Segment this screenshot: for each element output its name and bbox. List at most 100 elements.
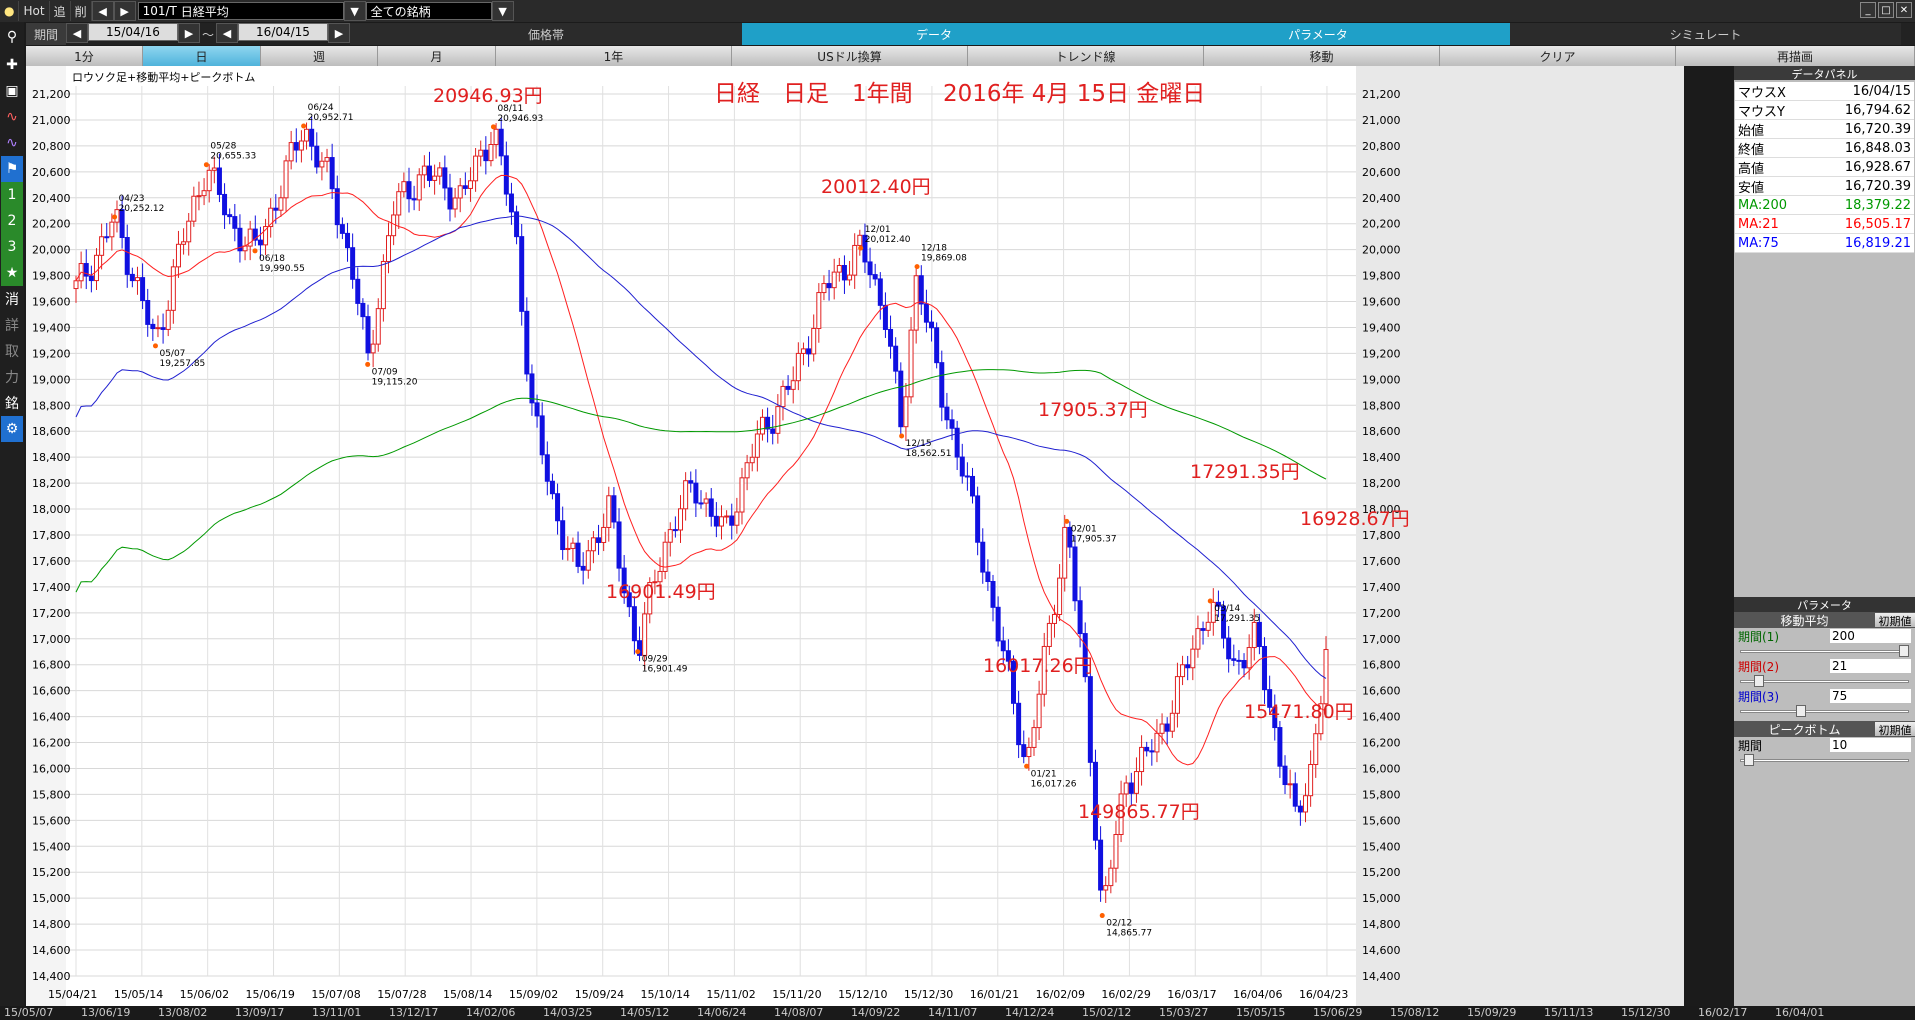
add-button[interactable]: 追 [50, 1, 71, 21]
price-callout: 16017.26円 [983, 655, 1093, 677]
candle-body [1190, 648, 1196, 669]
candle-body [508, 193, 514, 213]
trade-button[interactable]: 取 [5, 344, 19, 360]
tab-row-1: 期間 ◀ 15/04/16 ▶ ～ ◀ 16/04/15 ▶ 価格帯 データ パ… [26, 23, 1915, 45]
peak-date-label: 01/21 [1031, 769, 1057, 779]
param-4-slider[interactable] [1740, 754, 1909, 766]
tab-usd[interactable]: USドル換算 [732, 46, 968, 66]
maximize-icon[interactable]: □ [1878, 2, 1894, 18]
candle-body [1226, 637, 1232, 660]
candle-body [549, 480, 555, 495]
date-from-input[interactable]: 15/04/16 [88, 23, 178, 41]
tab-monthly[interactable]: 月 [378, 46, 496, 66]
to-next-icon[interactable]: ▶ [328, 23, 350, 43]
candle-body [795, 352, 801, 382]
tab-daily[interactable]: 日 [143, 46, 261, 66]
tab-row-2: 1分 日 週 月 1年 USドル換算 トレンド線 移動 クリア 再描画 [26, 46, 1915, 66]
tool-3-button[interactable]: 3 [1, 234, 23, 260]
candle-body [1215, 601, 1221, 607]
data-row-label: 終値 [1738, 142, 1765, 158]
tool-1-button[interactable]: 1 [1, 182, 23, 208]
tab-data[interactable]: データ [742, 23, 1126, 45]
y-tick-label-right: 20,400 [1362, 192, 1401, 205]
prev-arrow-icon[interactable]: ◀ [91, 1, 114, 21]
candle-body [334, 188, 340, 226]
to-prev-icon[interactable]: ◀ [216, 23, 238, 43]
ma-reset-button[interactable]: 初期値 [1875, 613, 1915, 628]
tab-weekly[interactable]: 週 [261, 46, 378, 66]
next-arrow-icon[interactable]: ▶ [113, 1, 136, 21]
search-icon[interactable]: ⚲ [6, 29, 18, 45]
tab-1year[interactable]: 1年 [496, 46, 732, 66]
gear-icon[interactable]: ⚙ [1, 416, 23, 442]
y-tick-label-left: 15,800 [32, 788, 71, 801]
detail-button[interactable]: 詳 [5, 318, 19, 334]
param-1-slider[interactable] [1740, 645, 1909, 657]
tab-redraw[interactable]: 再描画 [1676, 46, 1915, 66]
param-3-slider[interactable] [1740, 705, 1909, 717]
tab-clear[interactable]: クリア [1440, 46, 1676, 66]
delete-button[interactable]: 削 [71, 1, 92, 21]
tab-simulate[interactable]: シミュレート [1510, 23, 1901, 45]
power-button[interactable]: 力 [5, 370, 19, 386]
tab-parameters[interactable]: パラメータ [1126, 23, 1510, 45]
candle-body [119, 209, 125, 239]
candle-body [749, 456, 755, 464]
data-row: 安値 16,720.39 [1735, 177, 1914, 196]
y-tick-label-left: 19,800 [32, 270, 71, 283]
pb-reset-button[interactable]: 初期値 [1875, 722, 1915, 737]
candle-body [329, 157, 335, 190]
hot-button[interactable]: Hot [19, 1, 50, 21]
candle-body [386, 235, 391, 262]
candle-body [744, 462, 750, 479]
peak-date-label: 12/18 [921, 244, 947, 254]
minimize-icon[interactable]: _ [1860, 2, 1876, 18]
data-row: マウスY 16,794.62 [1735, 101, 1914, 120]
filter-dropdown-icon[interactable]: ▼ [491, 1, 514, 21]
camera-icon[interactable]: ▣ [5, 83, 19, 99]
tab-price-band[interactable]: 価格帯 [350, 23, 742, 45]
symbol-input[interactable]: 101/T 日経平均 [137, 2, 344, 20]
tab-move[interactable]: 移動 [1204, 46, 1440, 66]
param-1-input[interactable]: 200 [1830, 629, 1911, 643]
line-chart-icon[interactable]: ∿ [6, 109, 18, 125]
y-tick-label-right: 18,400 [1362, 451, 1401, 464]
chart-area[interactable]: 21,200 21,200 21,000 21,000 20,800 20,800 20,6… [26, 66, 1684, 1006]
star-icon[interactable]: ★ [1, 260, 23, 286]
param-2-input[interactable]: 21 [1830, 659, 1911, 673]
erase-button[interactable]: 消 [5, 292, 19, 308]
chart-title: 日経 日足 1年間 2016年 4月 15日 金曜日 [714, 81, 1206, 107]
date-to-input[interactable]: 16/04/15 [238, 23, 328, 41]
tab-1min[interactable]: 1分 [26, 46, 143, 66]
candle-body [467, 180, 473, 189]
candle-body [191, 195, 197, 222]
close-icon[interactable]: ✕ [1896, 2, 1912, 18]
y-tick-label-left: 20,200 [32, 218, 71, 231]
lightbulb-icon[interactable]: ● [0, 1, 20, 21]
param-4-input[interactable]: 10 [1830, 738, 1911, 752]
crosshair-icon[interactable]: ✚ [6, 57, 18, 73]
candle-body [1231, 658, 1237, 661]
filter-select[interactable]: 全ての銘柄 [365, 2, 492, 20]
param-3-input[interactable]: 75 [1830, 689, 1911, 703]
from-next-icon[interactable]: ▶ [178, 23, 200, 43]
tab-trendline[interactable]: トレンド線 [968, 46, 1204, 66]
candle-body [826, 283, 832, 289]
flag-icon[interactable]: ⚑ [1, 156, 23, 182]
bottom-date-bar[interactable]: 15/05/07 13/06/19 13/08/02 13/09/17 13/11/01… [0, 1006, 1915, 1020]
candlestick-chart[interactable]: 21,200 21,200 21,000 21,000 20,800 20,800 20,6… [26, 66, 1684, 1006]
bottom-date-label: 15/06/29 [1313, 1006, 1363, 1019]
bottom-date-label: 14/03/25 [543, 1006, 593, 1019]
candle-body [493, 128, 499, 146]
peak-marker [252, 248, 258, 254]
y-tick-label-left: 20,600 [32, 166, 71, 179]
symbol-dropdown-icon[interactable]: ▼ [343, 1, 366, 21]
tool-2-button[interactable]: 2 [1, 208, 23, 234]
stock-button[interactable]: 銘 [5, 396, 19, 412]
trend-icon[interactable]: ∿ [6, 135, 18, 151]
peak-value-label: 16,017.26 [1031, 779, 1077, 789]
from-prev-icon[interactable]: ◀ [66, 23, 88, 43]
candle-body [165, 309, 171, 330]
candle-body [867, 261, 873, 276]
param-2-slider[interactable] [1740, 675, 1909, 687]
